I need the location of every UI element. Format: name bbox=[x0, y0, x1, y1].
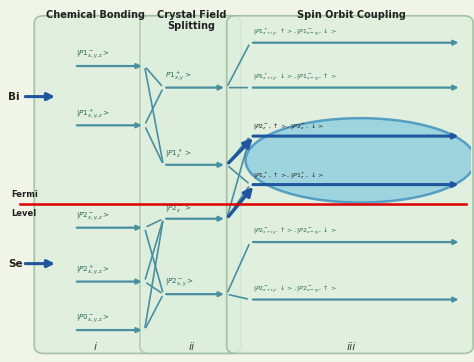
Text: $|P1^+_z,\uparrow>,|P1^+_z,\downarrow>$: $|P1^+_z,\uparrow>,|P1^+_z,\downarrow>$ bbox=[253, 170, 324, 180]
Text: $|P2^-_z,\uparrow>,|P2^-_z,\downarrow>$: $|P2^-_z,\uparrow>,|P2^-_z,\downarrow>$ bbox=[253, 121, 324, 131]
Text: Crystal Field: Crystal Field bbox=[157, 10, 226, 20]
FancyBboxPatch shape bbox=[34, 16, 241, 353]
FancyBboxPatch shape bbox=[140, 16, 241, 353]
Text: $|P2^-_{x+iy},\uparrow>,|P2^-_{x-iy},\downarrow>$: $|P2^-_{x+iy},\uparrow>,|P2^-_{x-iy},\do… bbox=[253, 226, 337, 237]
Text: $|P1^+_{x,y,z}>$: $|P1^+_{x,y,z}>$ bbox=[76, 107, 111, 121]
Text: $|P1^+_{x+iy},\downarrow>,|P1^-_{x-iy},\uparrow>$: $|P1^+_{x+iy},\downarrow>,|P1^-_{x-iy},\… bbox=[253, 71, 337, 83]
Text: $|P2^-_z>$: $|P2^-_z>$ bbox=[165, 203, 191, 214]
Text: Bi: Bi bbox=[9, 92, 20, 102]
FancyBboxPatch shape bbox=[227, 16, 473, 353]
Text: $|P2^+_{x,y,z}>$: $|P2^+_{x,y,z}>$ bbox=[76, 263, 111, 277]
Text: iii: iii bbox=[346, 342, 356, 352]
Text: $|P1^+_{x+iy},\uparrow>,|P1^-_{x-iy},\downarrow>$: $|P1^+_{x+iy},\uparrow>,|P1^-_{x-iy},\do… bbox=[253, 26, 337, 38]
Text: Splitting: Splitting bbox=[167, 21, 216, 31]
Text: i: i bbox=[94, 342, 97, 352]
Ellipse shape bbox=[246, 118, 474, 203]
Text: $|P1^+_z>$: $|P1^+_z>$ bbox=[165, 148, 191, 160]
Text: Spin Orbit Coupling: Spin Orbit Coupling bbox=[297, 10, 406, 20]
Text: Chemical Bonding: Chemical Bonding bbox=[46, 10, 145, 20]
Text: $|P2^-_{x,y}>$: $|P2^-_{x,y}>$ bbox=[165, 277, 194, 290]
Text: $|P2^-_{x,y,z}>$: $|P2^-_{x,y,z}>$ bbox=[76, 211, 111, 223]
Text: $|P1^-_{x,y,z}>$: $|P1^-_{x,y,z}>$ bbox=[76, 49, 111, 62]
Text: Fermi: Fermi bbox=[11, 190, 37, 199]
Text: $P1^+_{x,y}>$: $P1^+_{x,y}>$ bbox=[165, 70, 191, 83]
Text: ii: ii bbox=[188, 342, 195, 352]
Text: $|P0^-_{x,y,z}>$: $|P0^-_{x,y,z}>$ bbox=[76, 313, 111, 325]
Text: Level: Level bbox=[11, 209, 36, 218]
Text: $|P2^-_{x+iy},\downarrow>,|P2^-_{x-iy},\uparrow>$: $|P2^-_{x+iy},\downarrow>,|P2^-_{x-iy},\… bbox=[253, 283, 337, 295]
Text: Se: Se bbox=[9, 258, 23, 269]
